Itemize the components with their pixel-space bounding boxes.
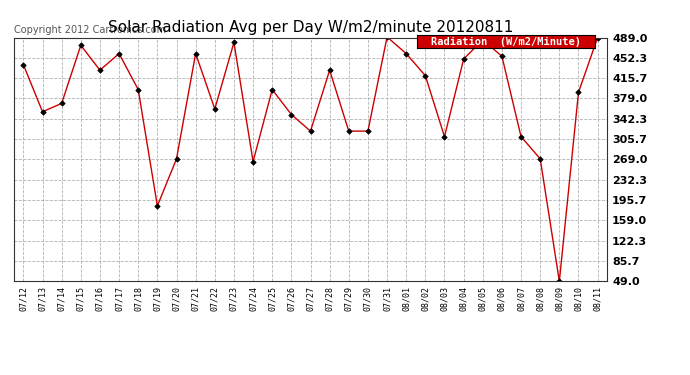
Text: Copyright 2012 Cartronics.com: Copyright 2012 Cartronics.com <box>14 25 166 35</box>
Title: Solar Radiation Avg per Day W/m2/minute 20120811: Solar Radiation Avg per Day W/m2/minute … <box>108 20 513 35</box>
